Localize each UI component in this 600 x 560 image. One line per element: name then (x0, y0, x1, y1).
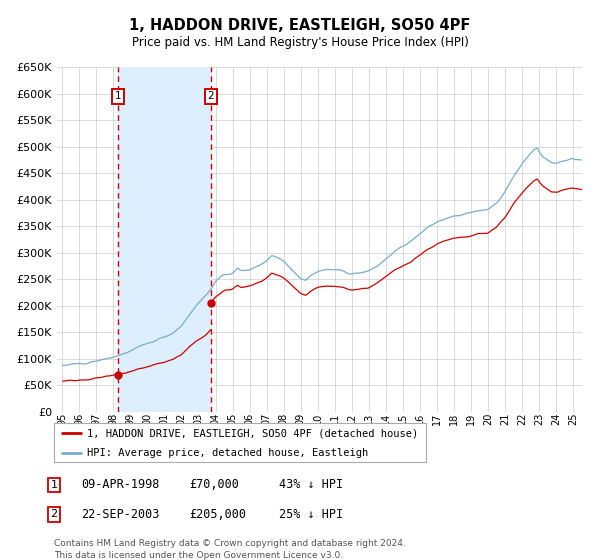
Text: £205,000: £205,000 (189, 507, 246, 521)
Text: 25% ↓ HPI: 25% ↓ HPI (279, 507, 343, 521)
Text: Price paid vs. HM Land Registry's House Price Index (HPI): Price paid vs. HM Land Registry's House … (131, 36, 469, 49)
Text: £70,000: £70,000 (189, 478, 239, 492)
Text: 43% ↓ HPI: 43% ↓ HPI (279, 478, 343, 492)
Text: 1, HADDON DRIVE, EASTLEIGH, SO50 4PF: 1, HADDON DRIVE, EASTLEIGH, SO50 4PF (130, 18, 470, 32)
Text: 1: 1 (115, 91, 121, 101)
Bar (118, 67, 211, 412)
Text: HPI: Average price, detached house, Eastleigh: HPI: Average price, detached house, East… (88, 447, 369, 458)
Text: Contains HM Land Registry data © Crown copyright and database right 2024.
This d: Contains HM Land Registry data © Crown c… (54, 539, 406, 560)
Text: 1, HADDON DRIVE, EASTLEIGH, SO50 4PF (detached house): 1, HADDON DRIVE, EASTLEIGH, SO50 4PF (de… (88, 428, 419, 438)
Text: 2: 2 (208, 91, 214, 101)
Text: 2: 2 (50, 509, 58, 519)
Text: 09-APR-1998: 09-APR-1998 (81, 478, 160, 492)
Text: 1: 1 (50, 480, 58, 490)
Text: 22-SEP-2003: 22-SEP-2003 (81, 507, 160, 521)
